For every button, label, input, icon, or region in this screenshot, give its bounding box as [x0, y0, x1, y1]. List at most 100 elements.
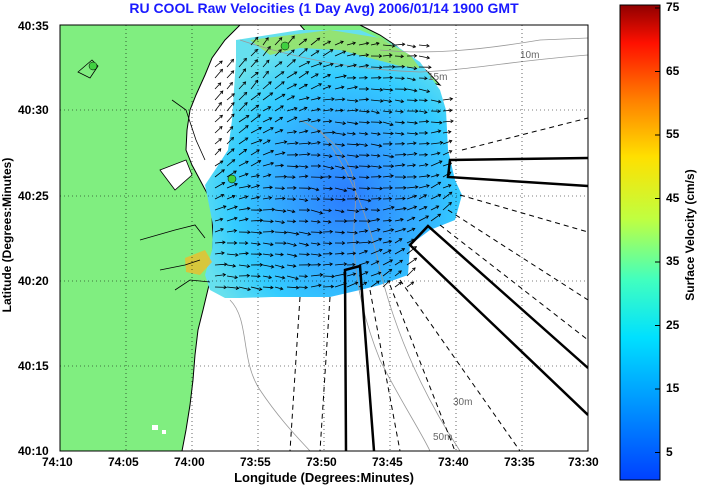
vector-arrowhead [330, 62, 334, 67]
vector-arrowhead [217, 148, 222, 152]
vector-arrow [346, 241, 359, 244]
vector-arrowhead [390, 154, 395, 159]
vector-arrow [382, 229, 394, 233]
vector-arrow [274, 164, 284, 167]
vector-arrow [322, 40, 331, 46]
vector-arrow [394, 238, 403, 244]
vector-arrow [358, 261, 369, 266]
vector-arrowhead [412, 44, 417, 49]
vector-arrowhead [243, 91, 248, 96]
vector-arrowhead [295, 231, 300, 236]
vector-arrowhead [388, 99, 393, 103]
vector-arrowhead [329, 262, 334, 267]
vector-arrowhead [378, 174, 382, 179]
vector-arrow [430, 142, 443, 145]
vector-arrow [262, 209, 275, 211]
vector-arrowhead [230, 58, 235, 63]
vector-arrowhead [398, 238, 403, 242]
vector-arrow [214, 218, 223, 222]
vector-arrowhead [376, 280, 380, 285]
vector-arrowhead [245, 251, 249, 256]
vector-arrow [274, 264, 285, 268]
vector-arrow [250, 71, 259, 79]
vector-arrowhead [387, 249, 392, 254]
vector-arrowhead [270, 161, 275, 166]
vector-arrowhead [332, 130, 336, 135]
vector-arrow [298, 253, 310, 255]
vector-arrowhead [386, 280, 391, 284]
vector-arrow [274, 116, 283, 123]
vector-arrow [322, 165, 334, 169]
vector-arrowhead [255, 71, 259, 76]
vector-arrow [370, 42, 380, 46]
vector-arrowhead [354, 281, 359, 286]
vector-arrowhead [254, 48, 258, 53]
colorbar-tick: 65 [666, 64, 680, 78]
vector-arrowhead [447, 130, 452, 134]
vector-arrow [322, 132, 335, 134]
colorbar-tick: 35 [666, 254, 680, 268]
vector-arrow [322, 242, 332, 244]
vector-arrowhead [352, 176, 357, 180]
vector-arrow [346, 121, 358, 125]
vector-arrow [370, 238, 382, 244]
colorbar-tick: 15 [666, 381, 680, 395]
vector-arrow [394, 270, 402, 277]
vector-arrowhead [279, 129, 284, 133]
coverage-wedges [343, 156, 588, 451]
vector-arrowhead [424, 152, 429, 157]
vector-arrowhead [341, 143, 346, 147]
vector-arrowhead [401, 42, 406, 47]
vector-arrowhead [256, 149, 260, 153]
vector-arrowhead [329, 229, 334, 234]
vector-arrow [406, 206, 417, 211]
vector-arrow [322, 98, 335, 101]
vector-arrowhead [291, 49, 295, 54]
map-title: RU COOL Raw Velocities (1 Day Avg) 2006/… [129, 0, 519, 16]
vector-arrowhead [267, 45, 271, 50]
vector-arrowhead [230, 70, 235, 74]
y-tick: 40:30 [18, 103, 49, 117]
vector-arrowhead [291, 35, 295, 40]
vector-arrowhead [229, 126, 234, 130]
vector-arrow [358, 250, 368, 255]
vector-arrowhead [343, 188, 348, 193]
vector-arrow [250, 59, 258, 68]
vector-arrow [418, 55, 430, 59]
vector-arrowhead [400, 131, 405, 136]
colorbar [619, 4, 661, 481]
vector-arrow [322, 220, 331, 223]
vector-arrow [418, 44, 430, 47]
vector-arrowhead [256, 195, 261, 200]
vector-arrowhead [317, 129, 321, 134]
vector-arrow [298, 142, 311, 145]
vector-arrowhead [365, 260, 370, 265]
vector-arrowhead [355, 240, 360, 245]
vector-arrowhead [281, 186, 286, 191]
vector-arrowhead [402, 175, 407, 179]
vector-arrow [238, 173, 249, 178]
vector-arrowhead [282, 196, 286, 201]
vector-arrow [418, 215, 429, 222]
vector-arrowhead [437, 99, 442, 104]
x-tick: 73:35 [504, 455, 535, 469]
colorbar-tick: 55 [666, 127, 680, 141]
vector-arrow [238, 92, 247, 101]
vector-arrowhead [367, 164, 371, 169]
vector-arrow [214, 228, 224, 233]
vector-arrow [418, 88, 430, 93]
vector-arrow [262, 174, 271, 178]
vector-arrowhead [246, 264, 251, 268]
vector-arrowhead [364, 75, 368, 80]
vector-arrowhead [366, 120, 371, 125]
vector-arrowhead [246, 206, 251, 211]
vector-arrowhead [280, 105, 284, 109]
vector-arrowhead [401, 64, 406, 69]
vector-arrowhead [317, 262, 322, 267]
vector-arrowhead [329, 49, 334, 53]
vector-arrow [370, 218, 380, 222]
vector-arrow [274, 81, 285, 90]
vector-arrow [406, 88, 417, 92]
vector-arrowhead [304, 174, 309, 179]
